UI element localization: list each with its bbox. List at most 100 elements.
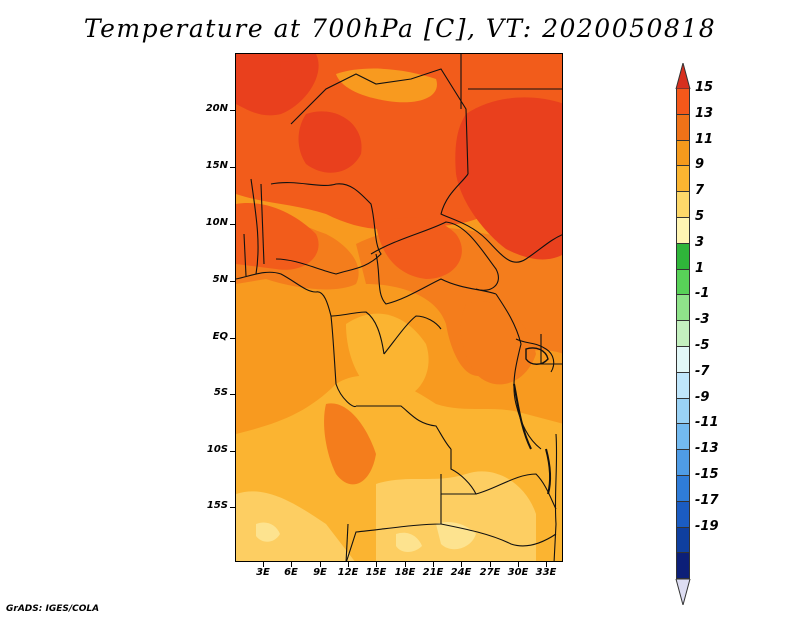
border-zambia — [475, 473, 557, 510]
lon-tick-6 — [433, 561, 434, 567]
lon-label-6: 21E — [422, 567, 444, 578]
colorbar-label-4: 7 — [695, 183, 705, 199]
colorbar-segment-18 — [676, 527, 690, 554]
lon-label-5: 18E — [394, 567, 416, 578]
field-light-central — [346, 313, 429, 400]
temperature-field — [236, 54, 562, 561]
border-drc-east — [495, 293, 542, 450]
colorbar-label-11: -7 — [695, 363, 710, 379]
border-nigeria — [270, 182, 382, 275]
colorbar-label-9: -3 — [695, 312, 710, 328]
grads-credit: GrADS: IGES/COLA — [6, 604, 100, 614]
lon-label-8: 27E — [479, 567, 501, 578]
lon-tick-4 — [376, 561, 377, 567]
lon-label-7: 24E — [450, 567, 472, 578]
lon-tick-8 — [490, 561, 491, 567]
colorbar-segment-16 — [676, 476, 690, 502]
colorbar-segment-17 — [676, 501, 690, 528]
lat-tick-6 — [230, 451, 236, 452]
colorbar-label-5: 5 — [695, 209, 705, 224]
field-mid-east — [460, 301, 536, 385]
field-cream-spot-3 — [256, 522, 280, 542]
border-car-south — [375, 253, 497, 305]
border-namibia — [345, 523, 349, 561]
colorbar-label-2: 11 — [695, 131, 714, 147]
colorbar-top-arrow — [675, 63, 691, 89]
border-zambia-south — [440, 523, 557, 547]
colorbar-segment-9 — [676, 295, 690, 322]
lon-label-10: 33E — [535, 567, 557, 578]
lat-tick-0 — [230, 110, 236, 111]
field-mid-angola — [324, 403, 376, 485]
lon-tick-9 — [518, 561, 519, 567]
border-angola-north — [356, 405, 452, 450]
border-great-lakes — [515, 338, 555, 373]
border-sudan — [440, 173, 562, 263]
lat-tick-1 — [230, 167, 236, 168]
colorbar-bottom-arrow — [675, 579, 691, 606]
border-benin — [260, 183, 265, 265]
temperature-map — [235, 53, 563, 562]
lat-label-7: 15S — [206, 500, 228, 511]
colorbar-label-7: 1 — [695, 260, 705, 276]
colorbar-label-13: -11 — [695, 415, 719, 431]
colorbar-segment-4 — [676, 166, 690, 193]
lon-tick-2 — [320, 561, 321, 567]
colorbar-segment-10 — [676, 321, 690, 347]
colorbar-label-15: -15 — [695, 467, 719, 482]
field-deep-northeast — [455, 97, 562, 260]
lat-label-6: 10S — [206, 444, 228, 455]
map-title: Temperature at 700hPa [C], VT: 202005081… — [83, 14, 717, 43]
lon-tick-7 — [461, 561, 462, 567]
lat-tick-2 — [230, 224, 236, 225]
colorbar-label-3: 9 — [695, 157, 705, 173]
colorbar-label-12: -9 — [695, 389, 710, 405]
border-lake-malawi — [545, 448, 552, 495]
colorbar-label-6: 3 — [695, 234, 705, 250]
lon-label-4: 15E — [365, 567, 387, 578]
lon-label-0: 3E — [256, 567, 270, 578]
border-niger-chad — [290, 68, 469, 175]
colorbar-segment-2 — [676, 114, 690, 141]
field-deep-central — [298, 111, 362, 173]
colorbar-label-8: -1 — [695, 286, 710, 302]
lat-label-2: 10N — [205, 217, 228, 228]
colorbar-label-17: -19 — [695, 518, 719, 534]
colorbar-segment-11 — [676, 347, 690, 373]
lat-tick-4 — [230, 338, 236, 339]
lat-label-5: 5S — [213, 387, 228, 398]
coastline-gulf-of-guinea — [236, 271, 357, 408]
colorbar-segment-15 — [676, 450, 690, 476]
lat-tick-3 — [230, 281, 236, 282]
field-deep-spot — [280, 61, 302, 80]
colorbar-segment-8 — [676, 269, 690, 296]
lat-label-0: 20N — [205, 103, 228, 114]
border-lake-victoria — [525, 347, 549, 365]
colorbar-label-1: 13 — [695, 105, 714, 121]
lon-label-9: 30E — [507, 567, 529, 578]
colorbar-segment-5 — [676, 192, 690, 218]
lat-tick-5 — [230, 394, 236, 395]
lon-label-3: 12E — [337, 567, 359, 578]
border-lake-tanganyika — [513, 383, 532, 450]
colorbar-label-16: -17 — [695, 492, 719, 508]
lon-tick-5 — [405, 561, 406, 567]
colorbar-segment-7 — [676, 243, 690, 270]
border-angola-south — [346, 494, 442, 561]
colorbar-segment-3 — [676, 140, 690, 167]
lon-tick-0 — [263, 561, 264, 567]
lon-tick-3 — [348, 561, 349, 567]
border-togo — [243, 233, 247, 277]
colorbar-segment-14 — [676, 424, 690, 451]
colorbar-segment-6 — [676, 218, 690, 244]
colorbar-segment-13 — [676, 398, 690, 425]
lat-label-4: EQ — [212, 331, 228, 342]
lon-label-2: 9E — [313, 567, 327, 578]
colorbar-label-10: -5 — [695, 338, 710, 353]
lat-tick-7 — [230, 507, 236, 508]
lon-tick-10 — [546, 561, 547, 567]
lon-tick-1 — [291, 561, 292, 567]
colorbar-label-0: 15 — [695, 80, 714, 95]
colorbar-label-14: -13 — [695, 441, 719, 457]
colorbar-segment-12 — [676, 372, 690, 399]
